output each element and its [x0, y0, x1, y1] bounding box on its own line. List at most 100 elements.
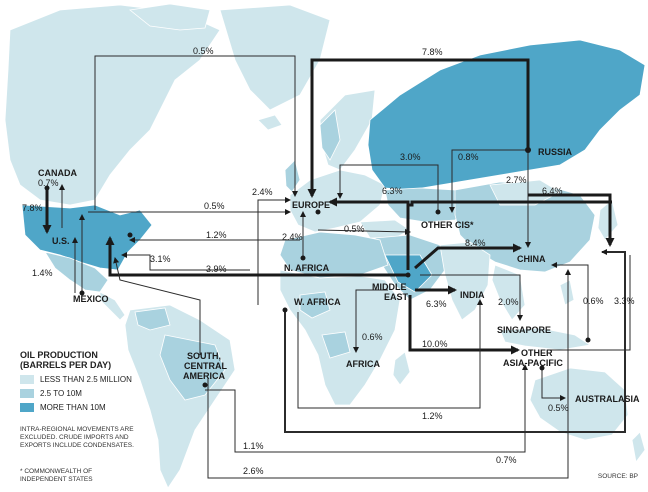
pct-6-4: 6.4% [542, 186, 563, 196]
land-nigeria [299, 291, 331, 319]
flow-me-us [105, 236, 408, 277]
pct-us-eu-0-5: 0.5% [204, 201, 225, 211]
pct-0-6-africa: 0.6% [362, 332, 383, 342]
flow-europe-me [317, 228, 411, 235]
legend-label-low: LESS THAN 2.5 MILLION [40, 375, 132, 384]
label-middle-east-2: EAST [384, 292, 409, 302]
legend-swatch-mid [20, 389, 34, 398]
pct-2-4-nafrica: 2.4% [282, 232, 303, 242]
pct-3-0: 3.0% [400, 152, 421, 162]
land-central-america [99, 291, 126, 321]
label-china: CHINA [517, 254, 546, 264]
flow-me-east [406, 200, 612, 270]
flow-asia-australia [541, 368, 566, 401]
land-angola [321, 331, 351, 359]
flow-me-china [414, 243, 522, 270]
label-canada: CANADA [38, 168, 77, 178]
legend-title-line1: OIL PRODUCTION [20, 350, 98, 360]
land-greenland [219, 4, 331, 111]
land-australia [529, 367, 629, 441]
legend-label-mid: 2.5 TO 10M [40, 389, 82, 398]
label-europe: EUROPE [292, 200, 330, 210]
label-other-cis: OTHER CIS* [421, 220, 474, 230]
legend-item-high: MORE THAN 10M [20, 403, 170, 412]
flow-me-singapore [420, 274, 523, 321]
pct-0-7-bottom: 0.7% [496, 455, 517, 465]
flow-russia-asia [528, 193, 615, 247]
pct-canada-0-7: 0.7% [38, 178, 59, 188]
legend: OIL PRODUCTION (BARRELS PER DAY) LESS TH… [20, 350, 170, 412]
flow-asia-china-0-6 [551, 262, 589, 340]
pct-us-7-8: 7.8% [22, 203, 43, 213]
label-africa: AFRICA [346, 359, 380, 369]
pct-3-9: 3.9% [206, 264, 227, 274]
pct-6-3-india: 6.3% [426, 299, 447, 309]
flow-percent-labels: 0.5% 7.8% 0.7% 7.8% 0.5% 2.4% 2.4% 0.5% … [22, 46, 635, 476]
label-south-central-america-1: SOUTH, [187, 351, 221, 361]
flow-wafrica-europe [257, 197, 291, 305]
land-turkey [359, 219, 411, 239]
label-other-asia-pacific-1: OTHER [521, 348, 553, 358]
flow-sa-china-2-6 [207, 269, 571, 479]
source-credit: SOURCE: BP [597, 473, 638, 480]
pct-6-3: 6.3% [382, 186, 403, 196]
land-brazil [159, 334, 226, 401]
pct-8-4: 8.4% [465, 238, 486, 248]
note-cis: * COMMONWEALTH OF INDEPENDENT STATES [20, 468, 93, 483]
land-north-africa [279, 231, 389, 279]
pct-2-7: 2.7% [506, 175, 527, 185]
flow-top-0-5 [94, 55, 298, 210]
label-singapore: SINGAPORE [497, 325, 551, 335]
flow-cis-europe [337, 164, 439, 212]
flow-russia-cis [449, 149, 528, 213]
pct-3-1: 3.1% [150, 254, 171, 264]
pct-top-7-8: 7.8% [422, 47, 443, 57]
legend-swatch-high [20, 403, 34, 412]
legend-title-line2: (BARRELS PER DAY) [20, 360, 112, 370]
pct-2-4-top: 2.4% [252, 187, 273, 197]
label-russia: RUSSIA [538, 147, 573, 157]
legend-swatch-low [20, 375, 34, 384]
label-australasia: AUSTRALASIA [575, 394, 640, 404]
flow-russia-europe [307, 58, 530, 198]
label-south-central-america-3: AMERICA [183, 371, 225, 381]
land-usa [21, 204, 153, 271]
flow-asia-china-3-3 [550, 255, 631, 351]
land-masses [4, 3, 646, 489]
pct-1-1: 1.1% [243, 441, 264, 451]
flow-wafrica-india [297, 299, 483, 409]
pct-0-6-asia: 0.6% [583, 296, 604, 306]
pct-2-0: 2.0% [498, 297, 519, 307]
origin-dots [44, 147, 591, 388]
pct-0-8: 0.8% [458, 152, 479, 162]
legend-item-low: LESS THAN 2.5 MILLION [20, 375, 170, 384]
label-n-africa: N. AFRICA [284, 263, 330, 273]
label-mexico: MEXICO [73, 294, 109, 304]
land-philippines [559, 279, 575, 306]
label-middle-east-1: MIDDLE [372, 282, 407, 292]
flow-sa-us [113, 257, 201, 355]
flow-sa-asia-1-1 [205, 364, 528, 453]
flow-lines [42, 55, 631, 479]
flow-me-africa [353, 289, 388, 353]
region-labels: CANADA U.S. MEXICO EUROPE N. AFRICA W. A… [38, 147, 640, 404]
pct-10-0: 10.0% [422, 339, 448, 349]
pct-top-0-5: 0.5% [193, 46, 214, 56]
label-other-asia-pacific-2: ASIA-PACIFIC [503, 358, 563, 368]
label-south-central-america-2: CENTRAL [184, 361, 227, 371]
land-uk [284, 159, 301, 193]
land-iceland [257, 114, 283, 131]
pct-1-4: 1.4% [32, 268, 53, 278]
land-madagascar [392, 351, 411, 386]
pct-1-2-bottom: 1.2% [422, 411, 443, 421]
land-cis [384, 187, 471, 223]
label-india: INDIA [460, 290, 485, 300]
pct-2-6: 2.6% [243, 466, 264, 476]
pct-0-5-mid: 0.5% [344, 224, 365, 234]
land-norway [319, 109, 341, 161]
label-us: U.S. [52, 236, 70, 246]
flow-me-asia [408, 295, 520, 355]
land-venezuela [134, 307, 171, 331]
pct-3-3: 3.3% [614, 296, 635, 306]
